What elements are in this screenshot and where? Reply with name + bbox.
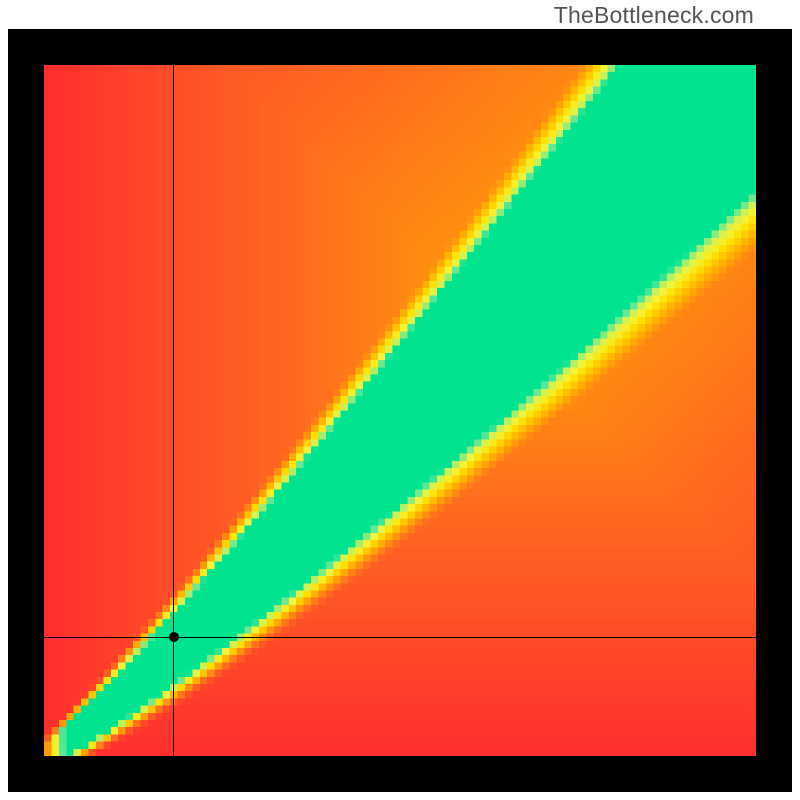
bottleneck-heatmap [44,65,756,756]
watermark-text: TheBottleneck.com [554,2,754,29]
crosshair-marker-dot [169,632,179,642]
crosshair-vertical-line [173,65,174,756]
crosshair-horizontal-line [44,637,756,638]
chart-plot-area [44,65,756,756]
